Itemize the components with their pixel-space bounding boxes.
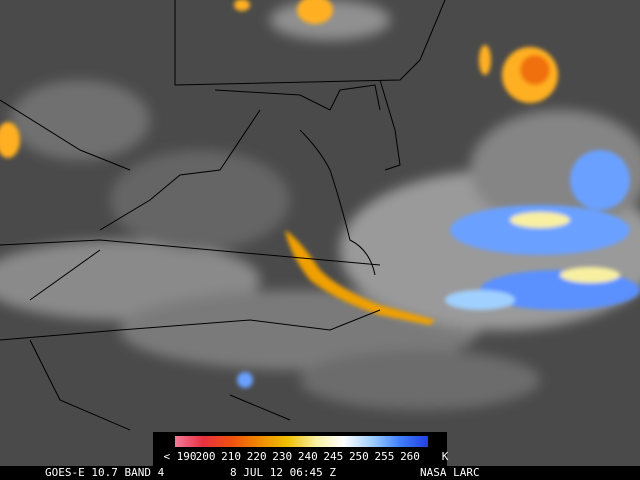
colorbar-label: 200 (196, 450, 216, 463)
colorbar (175, 436, 428, 447)
colorbar-label: 260 (400, 450, 420, 463)
colorbar-label: 240 (298, 450, 318, 463)
footer-bar (0, 466, 640, 480)
colorbar-label: 230 (272, 450, 292, 463)
footer-time: 8 JUL 12 06:45 Z (230, 466, 336, 479)
colorbar-label: 210 (221, 450, 241, 463)
colorbar-label: 245 (323, 450, 343, 463)
footer-source: NASA LARC (420, 466, 480, 479)
cold-cloud-tops (0, 0, 640, 388)
colorbar-unit: K (442, 450, 449, 463)
colorbar-label: < 190 (163, 450, 196, 463)
colorbar-label: 255 (375, 450, 395, 463)
footer-satellite: GOES-E 10.7 BAND 4 (45, 466, 165, 479)
borders (0, 0, 446, 431)
colorbar-label: 220 (247, 450, 267, 463)
colorbar-label: 250 (349, 450, 369, 463)
